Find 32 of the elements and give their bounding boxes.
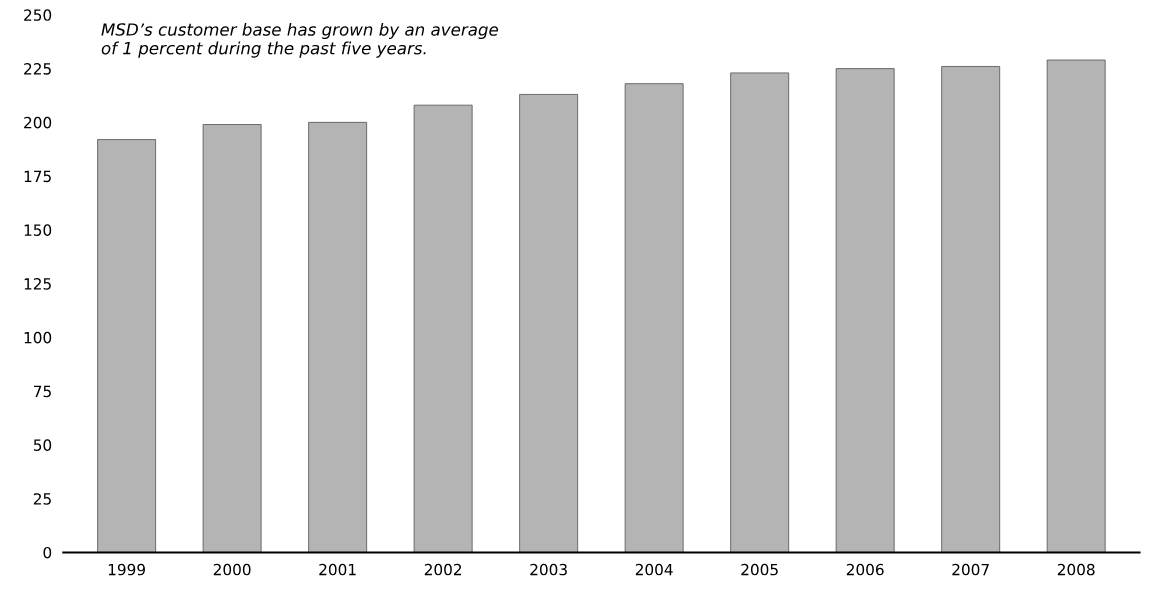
y-tick-label: 175 <box>24 170 51 183</box>
x-tick-label: 2005 <box>741 563 778 576</box>
bar <box>835 68 895 553</box>
annotation: MSD’s customer base has grown by an average of 1 percent during the past five years. <box>101 22 499 58</box>
x-tick-label: 2007 <box>952 563 989 576</box>
x-tick-label: 2002 <box>424 563 462 576</box>
bar <box>202 124 262 553</box>
x-tick-label: 2004 <box>635 563 673 576</box>
y-tick-label: 75 <box>34 385 51 398</box>
bar <box>624 83 684 553</box>
y-tick-label: 125 <box>24 278 51 290</box>
x-tick-label: 2003 <box>530 563 567 576</box>
y-tick-label: 250 <box>24 9 52 21</box>
bar <box>1046 59 1106 553</box>
y-tick-label: 225 <box>24 63 51 75</box>
y-tick-label: 25 <box>33 493 51 505</box>
y-tick-label: 50 <box>33 439 52 451</box>
bar <box>519 93 579 553</box>
bar <box>308 121 368 553</box>
y-tick-label: 150 <box>24 224 52 236</box>
y-tick-label: 100 <box>24 331 52 344</box>
bar <box>97 139 157 553</box>
y-tick-label: 200 <box>24 116 52 129</box>
bar <box>413 104 473 553</box>
bar <box>941 66 1001 553</box>
x-tick-label: 2001 <box>319 563 356 576</box>
bar <box>730 72 790 553</box>
x-tick-label: 2006 <box>846 563 884 576</box>
x-tick-label: 2000 <box>213 563 251 576</box>
x-tick-label: 1999 <box>108 563 145 576</box>
y-tick-label: 0 <box>43 546 52 559</box>
x-tick-label: 2008 <box>1057 563 1095 576</box>
